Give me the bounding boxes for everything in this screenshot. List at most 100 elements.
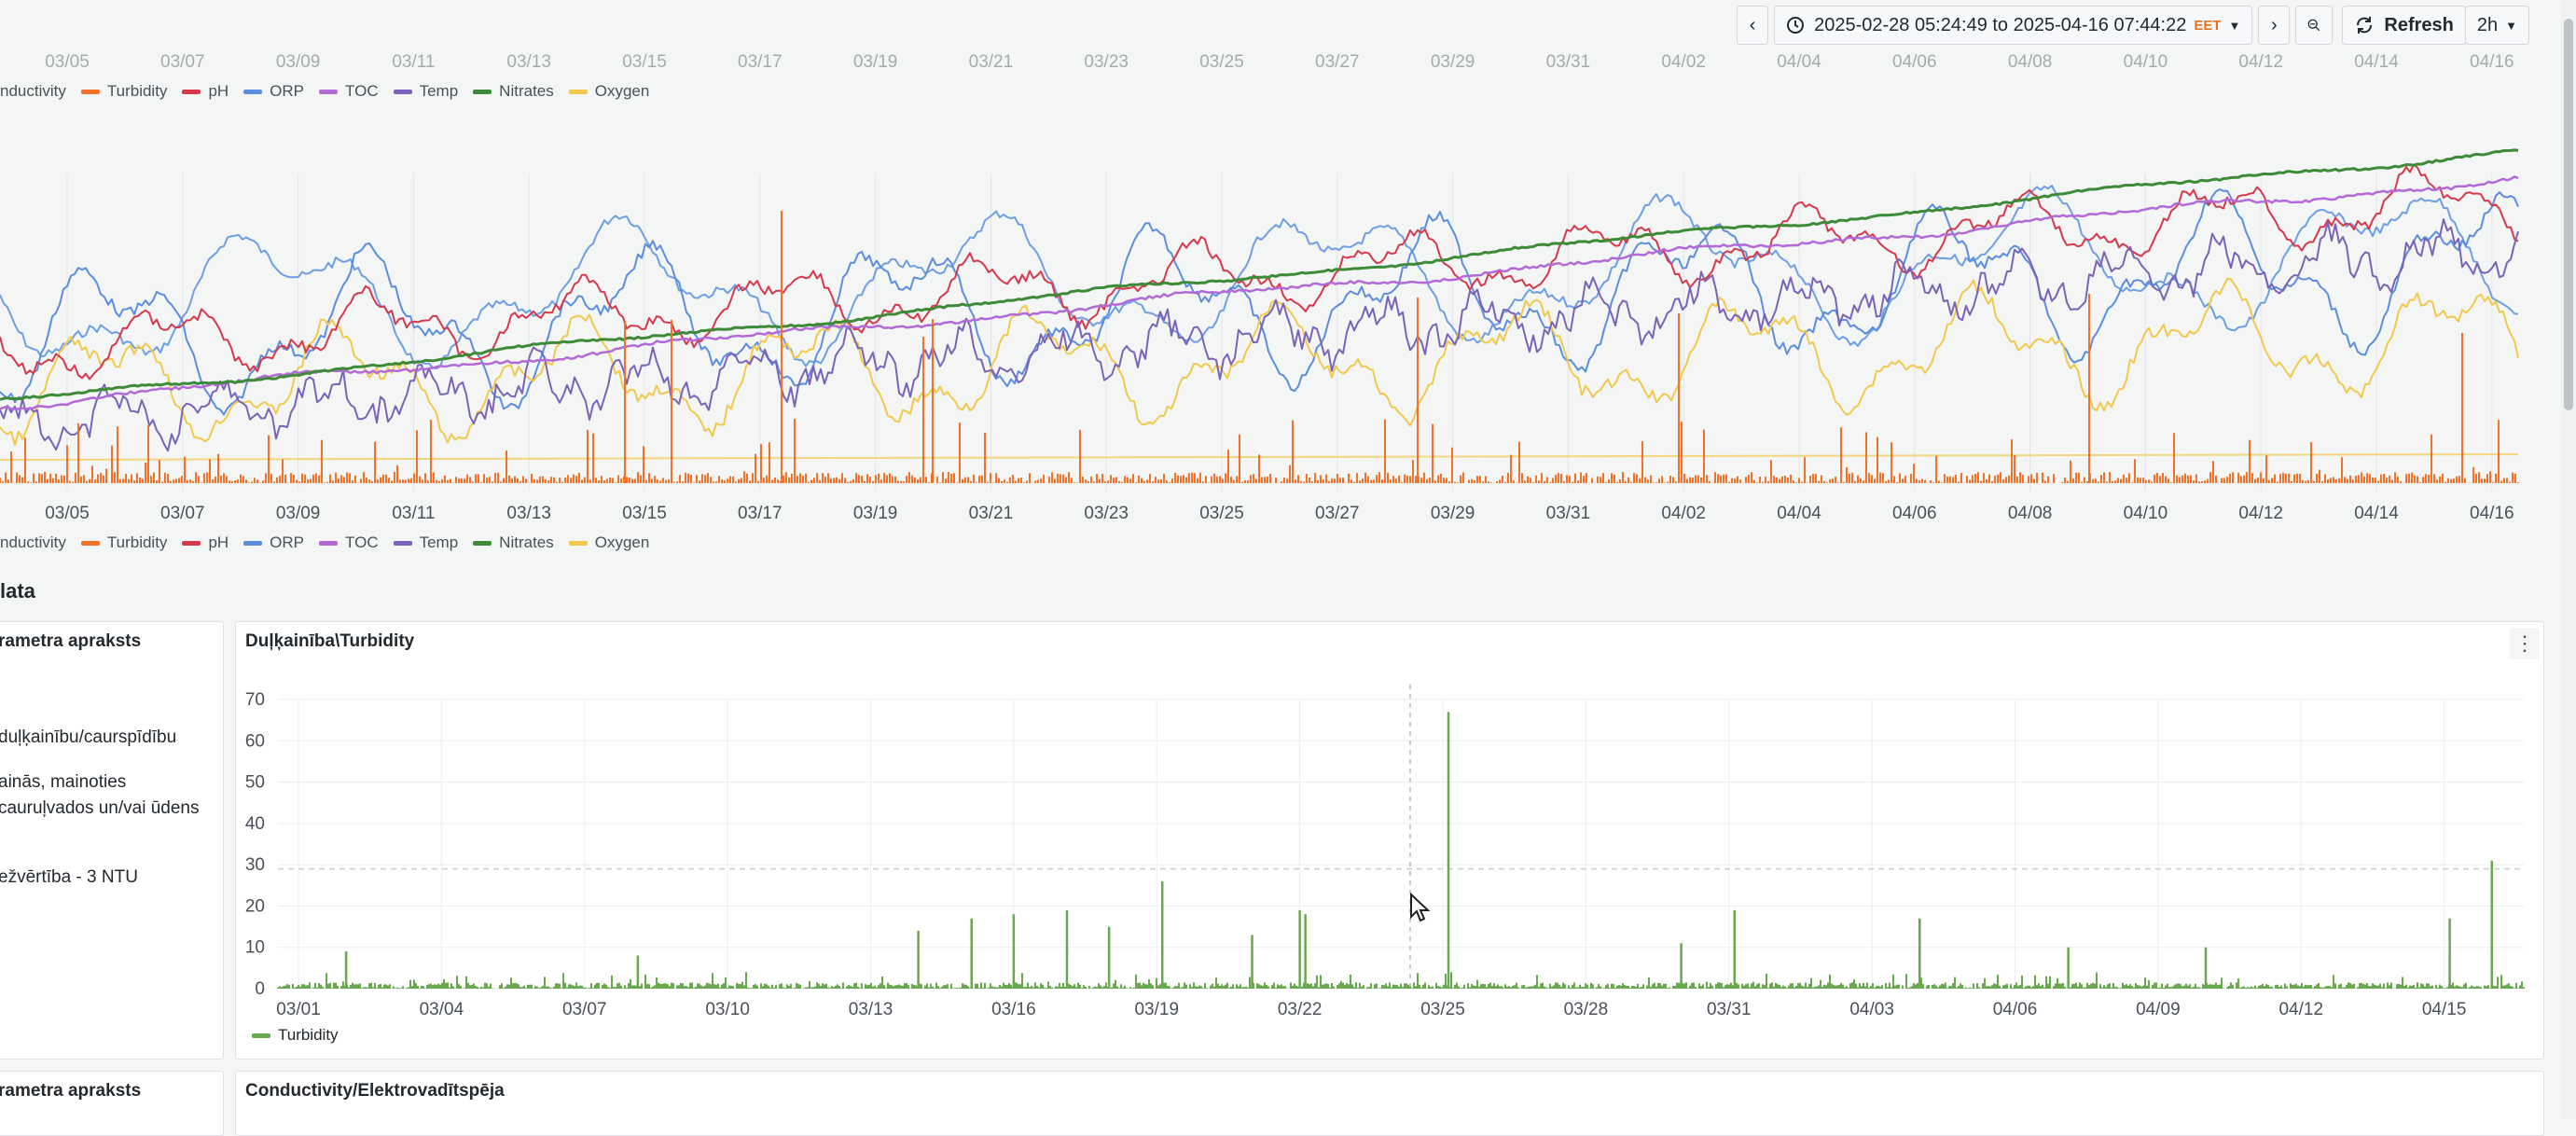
x-tick-label: 03/10 [705, 1000, 750, 1019]
description-line: ežvērtība - 3 NTU [0, 865, 138, 891]
x-tick-label: 03/19 [1134, 1000, 1179, 1019]
chevron-left-icon: ‹ [1750, 15, 1756, 36]
refresh-interval-value: 2h [2477, 15, 2498, 36]
x-tick-label: 04/12 [2238, 504, 2283, 523]
cursor-icon [1409, 893, 1432, 922]
x-tick-label: 04/08 [2008, 504, 2053, 523]
legend-swatch [473, 541, 492, 546]
x-tick-label: 04/14 [2354, 504, 2399, 523]
legend-item-oxygen[interactable]: Oxygen [569, 533, 650, 552]
legend-swatch [319, 541, 338, 546]
panel-menu-button[interactable]: ⋮ [2510, 628, 2540, 659]
legend-item-temp[interactable]: Temp [394, 533, 459, 552]
y-tick-label: 0 [255, 979, 265, 999]
time-toolbar: ‹ 2025-02-28 05:24:49 to 2025-04-16 07:4… [1737, 4, 2529, 47]
clock-icon [1786, 16, 1805, 35]
x-tick-label: 03/21 [969, 504, 1014, 523]
series-line-temp [0, 219, 2518, 450]
y-tick-label: 60 [245, 731, 265, 751]
legend-swatch [182, 541, 201, 546]
legend-swatch [252, 1033, 270, 1038]
description-title: rametra apraksts [0, 631, 141, 652]
x-tick-label: 04/02 [1661, 504, 1706, 523]
section-title: lata [0, 579, 35, 603]
x-tick-label: 03/05 [45, 504, 90, 523]
series-line-ph [0, 164, 2518, 379]
x-tick-label: 04/06 [1892, 504, 1937, 523]
x-tick-label: 03/25 [1199, 504, 1244, 523]
kebab-menu-icon: ⋮ [2514, 631, 2535, 656]
legend-label: Nitrates [499, 533, 554, 552]
refresh-interval-picker[interactable]: 2h ▼ [2465, 6, 2529, 45]
x-tick-label: 03/31 [1707, 1000, 1752, 1019]
series-line-turbidity [0, 211, 2518, 483]
y-tick-label: 20 [245, 896, 265, 916]
legend-label: Turbidity [107, 533, 168, 552]
legend-label: TOC [345, 533, 379, 552]
time-forward-button[interactable]: › [2258, 6, 2290, 45]
series-line-orp [0, 189, 2518, 414]
x-tick-label: 03/22 [1278, 1000, 1323, 1019]
x-tick-label: 04/12 [2278, 1000, 2323, 1019]
x-tick-label: 03/31 [1546, 504, 1591, 523]
conductivity-panel: Conductivity/Elektrovadītspēja [235, 1071, 2544, 1136]
legend-label: Turbidity [278, 1026, 339, 1045]
legend-item-conductivity[interactable]: nductivity [0, 533, 66, 552]
x-tick-label: 04/15 [2422, 1000, 2467, 1019]
x-tick-label: 03/07 [160, 504, 205, 523]
x-tick-label: 03/25 [1420, 1000, 1465, 1019]
y-tick-label: 10 [245, 938, 265, 958]
turbidity-legend: Turbidity [252, 1026, 339, 1045]
x-tick-label: 03/27 [1315, 504, 1360, 523]
turbidity-chart: 0 10 20 30 40 50 60 70 03/01 03/04 03/07 03/10 03/13… [235, 672, 2544, 1026]
description-line: duļķainību/caurspīdību [0, 725, 176, 751]
x-tick-label: 04/09 [2136, 1000, 2181, 1019]
x-tick-label: 03/23 [1084, 504, 1129, 523]
legend-item-ph[interactable]: pH [182, 533, 229, 552]
x-tick-label: 04/03 [1849, 1000, 1894, 1019]
refresh-button[interactable]: Refresh [2342, 6, 2465, 45]
x-tick-label: 04/06 [1993, 1000, 2038, 1019]
y-tick-label: 40 [245, 814, 265, 834]
legend-swatch [569, 541, 588, 546]
time-range-text: 2025-02-28 05:24:49 to 2025-04-16 07:44:… [1814, 15, 2186, 36]
refresh-label: Refresh [2384, 15, 2453, 36]
legend-label: pH [208, 533, 229, 552]
x-tick-label: 03/13 [849, 1000, 893, 1019]
timezone-badge: EET [2194, 18, 2221, 34]
x-tick-label: 03/16 [991, 1000, 1036, 1019]
overview-legend-bottom: nductivity Turbidity pH ORP TOC Temp Nitrates O… [0, 533, 664, 552]
scrollbar-thumb[interactable] [2564, 19, 2573, 410]
description-panel-2: rametra apraksts [0, 1071, 224, 1136]
x-tick-label: 04/16 [2470, 504, 2514, 523]
legend-label: Oxygen [595, 533, 650, 552]
turbidity-baseline [278, 972, 2524, 989]
series-line-nitrates [0, 150, 2518, 400]
refresh-icon [2354, 15, 2375, 35]
x-tick-label: 03/17 [738, 504, 782, 523]
x-tick-label: 03/19 [853, 504, 898, 523]
description-panel: rametra apraksts duļķainību/caurspīdību … [0, 621, 224, 1060]
legend-item-nitrates[interactable]: Nitrates [473, 533, 554, 552]
chevron-down-icon: ▼ [2505, 19, 2517, 33]
x-tick-label: 03/07 [562, 1000, 607, 1019]
time-range-picker[interactable]: 2025-02-28 05:24:49 to 2025-04-16 07:44:… [1774, 6, 2252, 45]
zoom-out-button[interactable] [2295, 6, 2333, 45]
legend-item-toc[interactable]: TOC [319, 533, 379, 552]
panel-title: Duļķainība\Turbidity [245, 631, 414, 652]
legend-item-turbidity[interactable]: Turbidity [81, 533, 168, 552]
legend-swatch [394, 541, 412, 546]
x-tick-label: 03/11 [392, 504, 435, 523]
legend-item-orp[interactable]: ORP [243, 533, 304, 552]
description-line: cauruļvados un/vai ūdens [0, 796, 199, 822]
legend-label: Temp [420, 533, 459, 552]
x-tick-label: 04/10 [2124, 504, 2168, 523]
y-tick-label: 30 [245, 855, 265, 875]
time-back-button[interactable]: ‹ [1737, 6, 1768, 45]
x-tick-label: 03/04 [420, 1000, 464, 1019]
y-tick-label: 70 [245, 690, 265, 710]
description-line: ainās, mainoties [0, 769, 126, 796]
series-line-toc [0, 176, 2518, 409]
legend-swatch [81, 541, 100, 546]
page-scrollbar[interactable] [2561, 0, 2576, 1119]
